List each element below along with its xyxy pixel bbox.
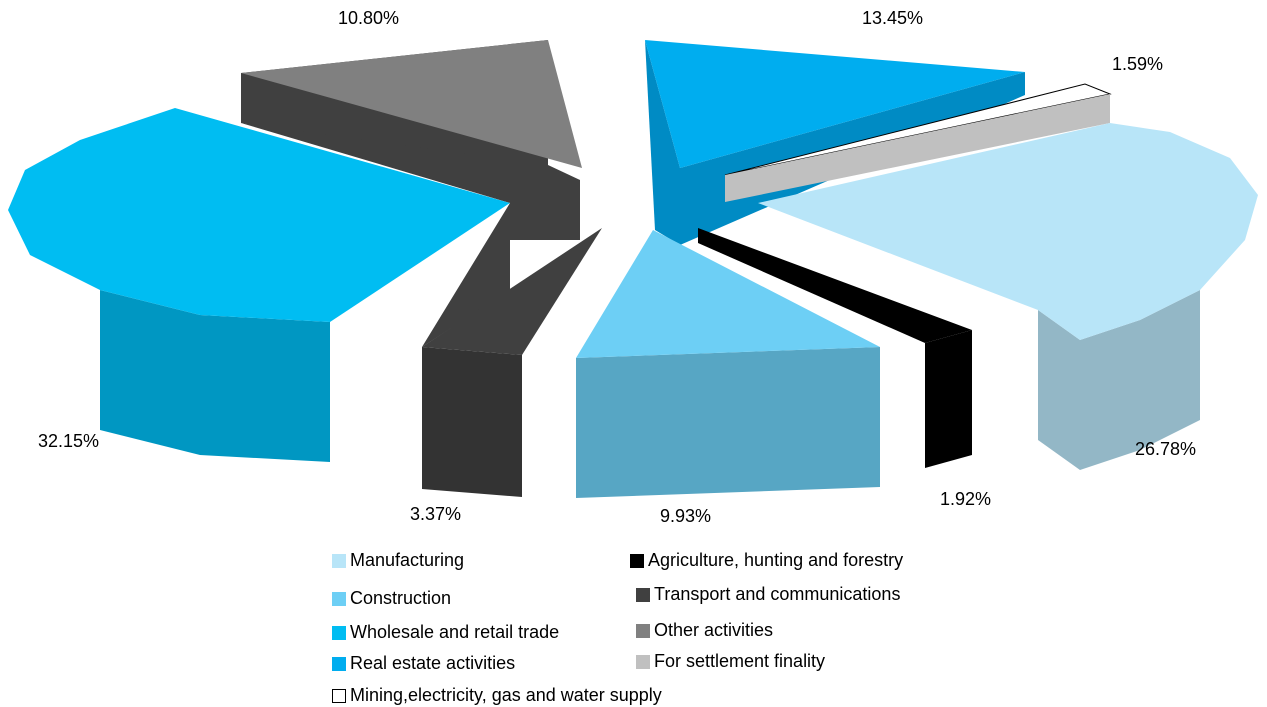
pie-slice-construction — [576, 230, 880, 358]
pie-slice-side-other-activities-1 — [241, 123, 580, 347]
pie-slice-agriculture-hunting-and-forestry — [698, 228, 972, 343]
pie-slice-other-activities — [241, 40, 582, 168]
pie-slice-side-agriculture-hunting-and-forestry — [925, 330, 972, 468]
data-label-for-settlement-finality: 1.59% — [1112, 54, 1163, 74]
data-label-agriculture-hunting-and-forestry: 1.92% — [940, 489, 991, 509]
pie-slices — [8, 40, 1258, 498]
pie-slice-side-construction — [576, 347, 880, 498]
data-label-other-activities: 10.80% — [338, 8, 399, 28]
data-label-real-estate-activities: 13.45% — [862, 8, 923, 28]
data-label-construction: 9.93% — [660, 506, 711, 526]
data-label-manufacturing: 26.78% — [1135, 439, 1196, 459]
pie-slice-manufacturing — [758, 123, 1258, 340]
data-label-wholesale-and-retail-trade: 32.15% — [38, 431, 99, 451]
pie-slice-for-settlement-finality — [725, 94, 1110, 202]
pie-labels: 26.78% 1.92% 9.93% 3.37% 32.15% 10.80% 13.45% 1… — [38, 8, 1196, 526]
pie-slice-wholesale-and-retail-trade — [8, 108, 510, 322]
pie-slice-side-real-estate-activities-0 — [645, 40, 680, 245]
pie-slice-transport-and-communications — [422, 228, 602, 355]
pie-slice-side-manufacturing — [1038, 290, 1200, 470]
data-label-transport-and-communications: 3.37% — [410, 504, 461, 524]
pie-slice-real-estate-activities — [645, 40, 1025, 168]
pie-slice-side-wholesale-and-retail-trade — [100, 290, 330, 462]
pie-slice-side-transport-and-communications — [422, 347, 522, 497]
